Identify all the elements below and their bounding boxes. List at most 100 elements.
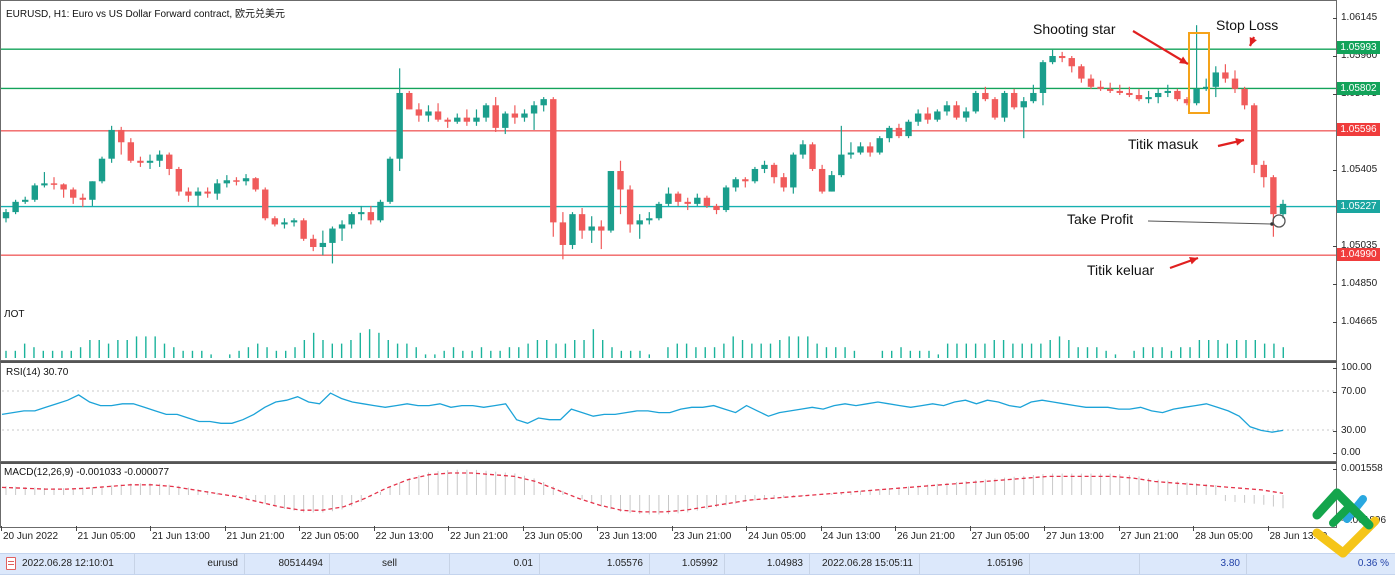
candle <box>674 193 682 202</box>
candle <box>1010 92 1018 108</box>
candle <box>924 113 931 120</box>
candle <box>127 142 135 161</box>
annotation-arrow-icon <box>1235 138 1244 146</box>
candle <box>12 201 19 213</box>
candle <box>166 154 173 169</box>
close-price-cell: 1.05196 <box>920 554 1030 574</box>
brand-logo-icon <box>1312 488 1380 558</box>
candle <box>1231 78 1239 89</box>
time-tick: 23 Jun 21:00 <box>671 526 732 542</box>
candle <box>617 171 624 190</box>
candle <box>329 228 336 243</box>
candle <box>70 189 77 198</box>
candle <box>358 212 365 215</box>
candle <box>502 113 509 128</box>
candle <box>89 181 96 200</box>
candle <box>146 160 154 163</box>
candle <box>50 183 58 185</box>
candle <box>415 109 423 116</box>
price-pane[interactable] <box>0 0 1337 361</box>
trade-history-icon <box>6 556 16 570</box>
time-tick: 22 Jun 05:00 <box>299 526 359 542</box>
candle <box>377 201 384 221</box>
candle <box>1222 72 1229 79</box>
candle <box>22 199 29 202</box>
candle <box>1030 92 1037 102</box>
macd-label: MACD(12,26,9) -0.001033 -0.000077 <box>4 467 170 478</box>
candle <box>540 99 547 106</box>
sl-cell: 1.05992 <box>650 554 725 574</box>
candle <box>722 187 730 211</box>
rsi-label: RSI(14) 30.70 <box>6 367 69 378</box>
candle <box>559 222 567 245</box>
candle <box>857 146 864 153</box>
candle <box>569 214 576 245</box>
candle <box>962 111 970 118</box>
price-tick: 1.05035 <box>1332 240 1377 252</box>
close-time-cell: 2022.06.28 15:05:11 <box>810 554 920 574</box>
candle <box>550 99 557 223</box>
trade-history-row[interactable]: 2022.06.28 12:10:01 eurusd 80514494 sell… <box>0 553 1395 575</box>
volume-label: ЛОТ <box>4 309 25 320</box>
candle <box>751 168 759 182</box>
time-tick: 27 Jun 13:00 <box>1044 526 1104 542</box>
candle <box>137 160 144 163</box>
candle <box>319 242 327 248</box>
percent-cell: 0.36 % <box>1357 558 1389 569</box>
candle <box>281 222 288 225</box>
open-price-cell: 1.05576 <box>540 554 650 574</box>
candle <box>223 180 231 184</box>
time-tick: 28 Jun 05:00 <box>1193 526 1253 542</box>
candle <box>338 224 346 229</box>
stop-loss-price-label: 1.05993 <box>1337 41 1380 54</box>
candle <box>482 105 490 118</box>
candle <box>1250 105 1258 165</box>
candle <box>655 203 663 219</box>
candle <box>895 127 903 137</box>
candle <box>1193 88 1200 104</box>
exit-annotation: Titik keluar <box>1087 262 1155 278</box>
price-tick: 1.04850 <box>1332 278 1377 290</box>
price-scale[interactable]: 1.061451.059601.057751.054051.050351.048… <box>1332 0 1395 361</box>
candle <box>473 117 480 122</box>
time-axis[interactable]: 20 Jun 2022 21 Jun 05:00 21 Jun 13:00 21 Ju… <box>0 526 1337 548</box>
candle <box>233 180 240 182</box>
candle <box>396 92 403 159</box>
candle <box>492 105 499 128</box>
candle <box>31 185 39 200</box>
candle <box>866 146 874 153</box>
annotation-arrow-icon <box>1179 56 1188 64</box>
entry-annotation: Titik masuk <box>1128 136 1199 152</box>
candle <box>914 113 922 122</box>
time-tick: 22 Jun 21:00 <box>448 526 508 542</box>
candle <box>1145 97 1152 100</box>
candle <box>444 119 451 122</box>
rsi-scale[interactable]: 100.00 70.00 30.00 0.00 <box>1332 361 1395 462</box>
candle <box>578 214 586 231</box>
candle <box>348 214 355 225</box>
rsi-pane[interactable] <box>0 361 1337 462</box>
candle <box>761 164 768 169</box>
candle <box>108 129 115 159</box>
candle <box>646 218 653 221</box>
candle <box>828 175 835 192</box>
time-tick: 20 Jun 2022 <box>0 526 59 542</box>
ticket-cell: 80514494 <box>245 554 330 574</box>
candle <box>1279 203 1287 215</box>
candle <box>1106 88 1114 91</box>
candle <box>1260 164 1267 178</box>
candle <box>1001 92 1008 118</box>
candle <box>530 105 538 114</box>
candle <box>838 154 845 176</box>
candle <box>905 121 912 137</box>
candle <box>876 138 883 153</box>
candle <box>290 220 298 223</box>
candle <box>626 189 634 225</box>
candle <box>953 105 960 118</box>
candle <box>1270 177 1277 215</box>
candle <box>684 201 691 204</box>
candle <box>1241 88 1248 106</box>
candle <box>694 197 701 204</box>
candle <box>262 189 269 219</box>
